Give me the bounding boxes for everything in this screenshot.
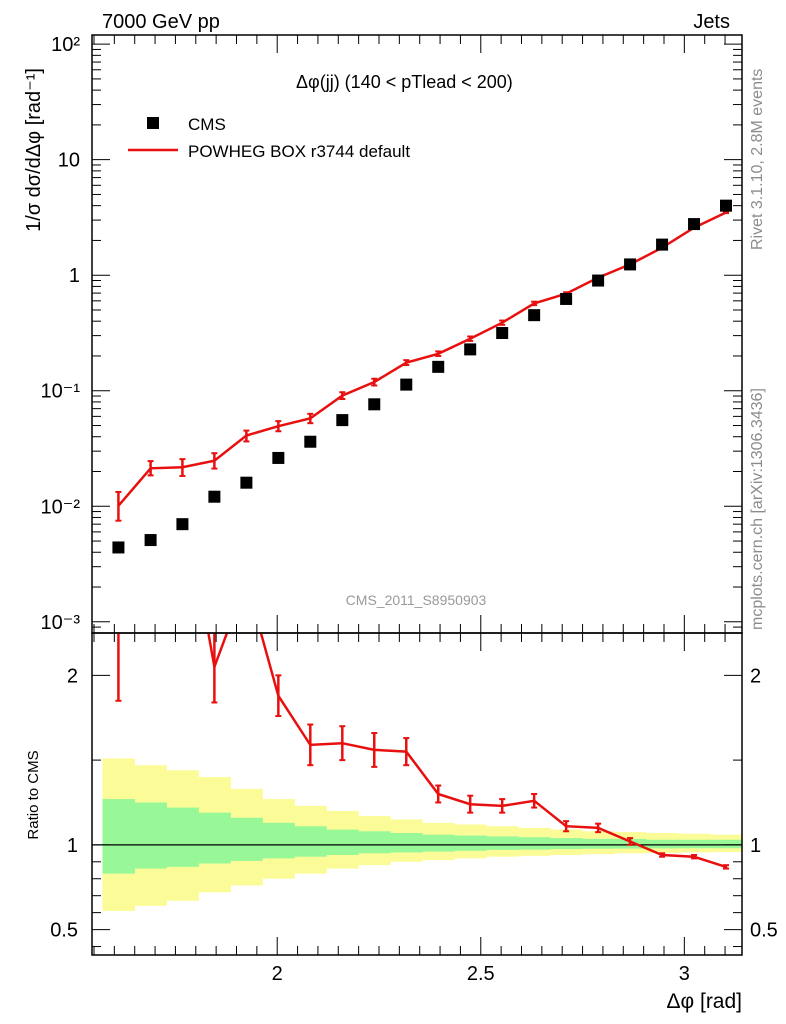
cms-data-point <box>336 414 349 427</box>
x-axis-label: Δφ [rad] <box>667 990 743 1013</box>
ratio-band-inner <box>678 839 711 849</box>
ratio-band-inner <box>582 838 615 849</box>
cms-data-point <box>464 343 477 356</box>
ratio-band-inner <box>454 835 487 851</box>
cms-data-point <box>176 518 189 531</box>
y-tick-label: 10⁻³ <box>41 612 81 634</box>
ratio-y-tick-label-left: 0.5 <box>50 920 78 942</box>
x-tick-label: 3 <box>679 963 690 985</box>
y-tick-label: 10 <box>58 150 80 172</box>
y-axis-label-main: 1/σ dσ/dΔφ [rad⁻¹] <box>23 68 45 232</box>
ratio-frame <box>91 632 743 956</box>
ratio-band-inner <box>646 839 679 849</box>
ratio-plot-area <box>92 633 742 911</box>
ratio-y-tick-label-right: 1 <box>750 835 761 857</box>
ratio-band-inner <box>326 829 359 856</box>
ratio-band-inner <box>486 836 519 850</box>
cms-data-point <box>112 541 125 554</box>
cms-data-point <box>432 360 445 373</box>
ratio-band-inner <box>134 802 167 869</box>
cms-data-point <box>624 258 637 271</box>
side-text-rivet: Rivet 3.1.10, 2.8M events <box>749 69 766 250</box>
x-tick-label: 2.5 <box>467 963 495 985</box>
cms-data-point <box>240 476 253 489</box>
ratio-band-inner <box>262 822 295 859</box>
legend-label-cms: CMS <box>188 115 226 134</box>
cms-data-point <box>688 218 701 231</box>
cms-data-point <box>656 238 669 251</box>
y-tick-label: 10² <box>51 34 80 56</box>
ratio-axes: 0.5 0.5 1 1 2 2 2 2.5 3 <box>50 633 778 985</box>
cms-data-point <box>496 327 509 340</box>
ratio-y-tick-label-right: 2 <box>750 665 761 687</box>
ratio-band-inner <box>198 812 231 864</box>
cms-data-point <box>560 292 573 305</box>
cms-data-point <box>368 398 381 411</box>
legend-label-mc: POWHEG BOX r3744 default <box>188 142 410 161</box>
cms-data-point <box>400 378 413 391</box>
ratio-band-inner <box>550 838 583 850</box>
ratio-band-inner <box>422 834 455 852</box>
cms-data-point <box>272 451 285 464</box>
ratio-y-tick-label-left: 1 <box>67 835 78 857</box>
y-tick-label: 1 <box>69 265 80 287</box>
ratio-mc-line <box>207 633 727 869</box>
legend-marker-cms <box>147 117 159 129</box>
ratio-y-tick-label-left: 2 <box>67 665 78 687</box>
y-axis-label-text: 1/σ dσ/dΔφ [rad⁻¹] <box>23 68 45 232</box>
ratio-band-inner <box>102 799 135 874</box>
x-tick-label: 2 <box>272 963 283 985</box>
ratio-y-label: Ratio to CMS <box>25 750 42 839</box>
main-plot-area <box>112 199 732 554</box>
header-right: Jets <box>693 11 730 33</box>
cms-data-point <box>719 199 732 212</box>
ratio-band-inner <box>710 839 742 849</box>
side-text-mcplots: mcplots.cern.ch [arXiv:1306.3436] <box>749 388 766 630</box>
ratio-band-inner <box>390 832 423 853</box>
cms-data-point <box>144 534 157 547</box>
cms-data-point <box>528 309 541 322</box>
y-tick-label: 10⁻² <box>41 496 81 518</box>
watermark: CMS_2011_S8950903 <box>346 592 487 608</box>
header-left: 7000 GeV pp <box>102 11 220 33</box>
plot-title: Δφ(jj) (140 < pTlead < 200) <box>296 72 513 92</box>
cms-data-point <box>304 435 317 448</box>
ratio-y-tick-label-right: 0.5 <box>750 920 778 942</box>
cms-data-point <box>208 490 221 503</box>
main-axes: 10⁻³ 10⁻² 10⁻¹ 1 10 10² <box>41 34 742 634</box>
cms-data-point <box>592 274 605 287</box>
ratio-band-inner <box>230 817 263 861</box>
ratio-band-inner <box>358 831 391 854</box>
y-tick-label: 10⁻¹ <box>41 381 81 403</box>
ratio-band-inner <box>294 826 327 857</box>
ratio-band-inner <box>166 807 199 867</box>
ratio-band-inner <box>518 837 551 850</box>
mc-line <box>117 211 727 507</box>
